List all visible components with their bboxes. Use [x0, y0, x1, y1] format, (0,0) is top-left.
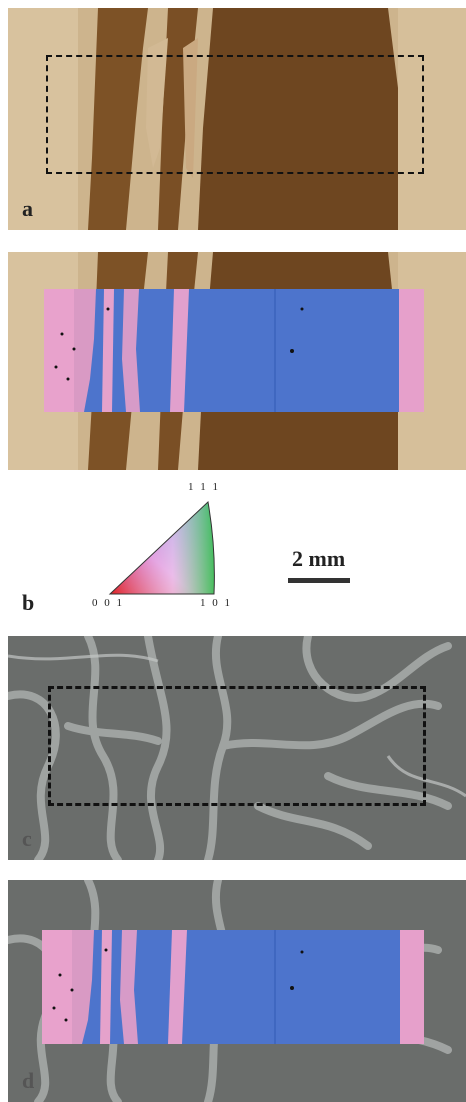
- ipf-corner-111-label: 1 1 1: [188, 481, 220, 493]
- scale-bar: [288, 578, 350, 583]
- ipf-corner-001-label: 0 0 1: [92, 597, 124, 609]
- ebsd-orientation-map: [44, 289, 424, 412]
- region-of-interest-box: [46, 55, 424, 174]
- legend-area: 1 1 1 0 0 1 1 0 1 2 mm b: [0, 478, 466, 628]
- ipf-corner-101-label: 1 0 1: [200, 597, 232, 609]
- panel-c-image: [8, 636, 466, 860]
- panel-a-optical-image: a: [8, 8, 466, 230]
- panel-c-optical-image: c: [8, 636, 466, 860]
- panel-label: a: [22, 196, 33, 221]
- scale-bar-text: 2 mm: [292, 546, 346, 571]
- ipf-color-triangle: [108, 501, 215, 595]
- panel-d-ebsd-overlay: d: [8, 880, 466, 1102]
- panel-b-ebsd-overlay: [8, 252, 466, 470]
- panel-label: d: [22, 1068, 35, 1093]
- panel-a-image: [8, 8, 466, 230]
- region-of-interest-box: [48, 686, 426, 806]
- ebsd-orientation-map: [42, 930, 424, 1044]
- panel-label: b: [22, 590, 35, 615]
- panel-label: c: [22, 826, 32, 851]
